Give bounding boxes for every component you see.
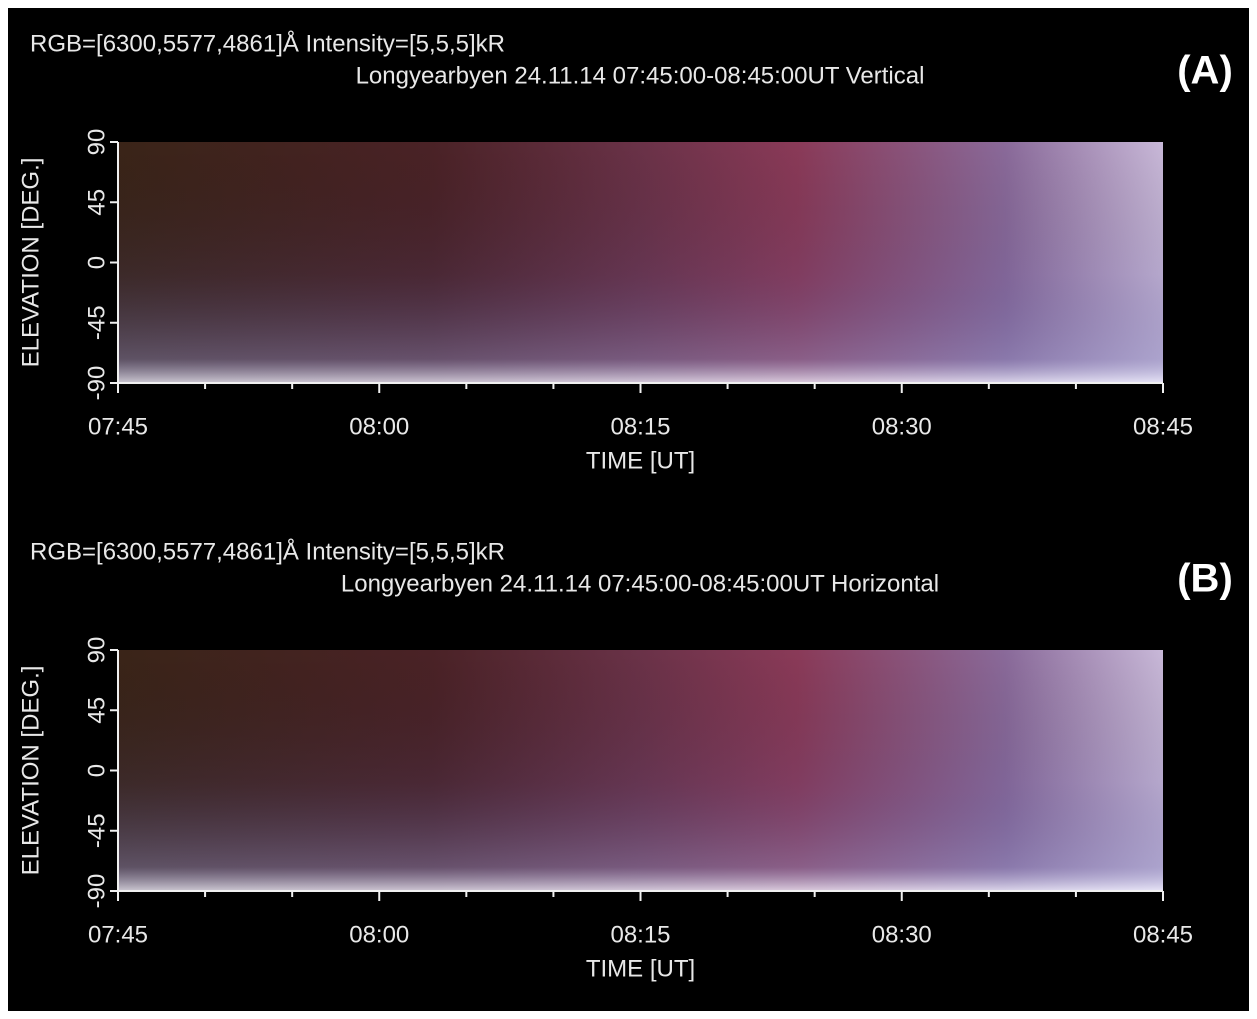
panel-subtitle: Longyearbyen 24.11.14 07:45:00-08:45:00U… xyxy=(356,62,925,89)
x-tick-label: 08:00 xyxy=(349,921,409,948)
y-tick-label: -90 xyxy=(83,874,110,909)
x-axis-label: TIME [UT] xyxy=(586,447,695,474)
y-tick-label: -45 xyxy=(83,305,110,340)
x-tick-label: 08:45 xyxy=(1133,413,1193,440)
x-tick-label: 08:45 xyxy=(1133,921,1193,948)
x-tick-label: 08:00 xyxy=(349,413,409,440)
y-tick-label: -45 xyxy=(83,813,110,848)
panel-title: RGB=[6300,5577,4861]Å Intensity=[5,5,5]k… xyxy=(30,29,505,57)
y-tick-label: 90 xyxy=(83,637,110,664)
panel-label: (A) xyxy=(1177,49,1233,93)
keogram-shade xyxy=(118,142,1163,383)
y-tick-label: 0 xyxy=(83,764,110,777)
x-tick-label: 07:45 xyxy=(88,413,148,440)
panel-title: RGB=[6300,5577,4861]Å Intensity=[5,5,5]k… xyxy=(30,537,505,565)
panel-label: (B) xyxy=(1177,557,1233,601)
x-tick-label: 08:30 xyxy=(872,921,932,948)
y-axis-label: ELEVATION [DEG.] xyxy=(17,158,44,368)
panel-subtitle: Longyearbyen 24.11.14 07:45:00-08:45:00U… xyxy=(341,570,939,597)
x-tick-label: 08:30 xyxy=(872,413,932,440)
x-axis-label: TIME [UT] xyxy=(586,955,695,982)
y-tick-label: -90 xyxy=(83,366,110,401)
y-axis-label: ELEVATION [DEG.] xyxy=(17,666,44,876)
y-tick-label: 45 xyxy=(83,189,110,216)
y-tick-label: 0 xyxy=(83,256,110,269)
y-tick-label: 90 xyxy=(83,129,110,156)
x-tick-label: 07:45 xyxy=(88,921,148,948)
keogram-shade xyxy=(118,650,1163,891)
x-tick-label: 08:15 xyxy=(610,413,670,440)
x-tick-label: 08:15 xyxy=(610,921,670,948)
y-tick-label: 45 xyxy=(83,697,110,724)
